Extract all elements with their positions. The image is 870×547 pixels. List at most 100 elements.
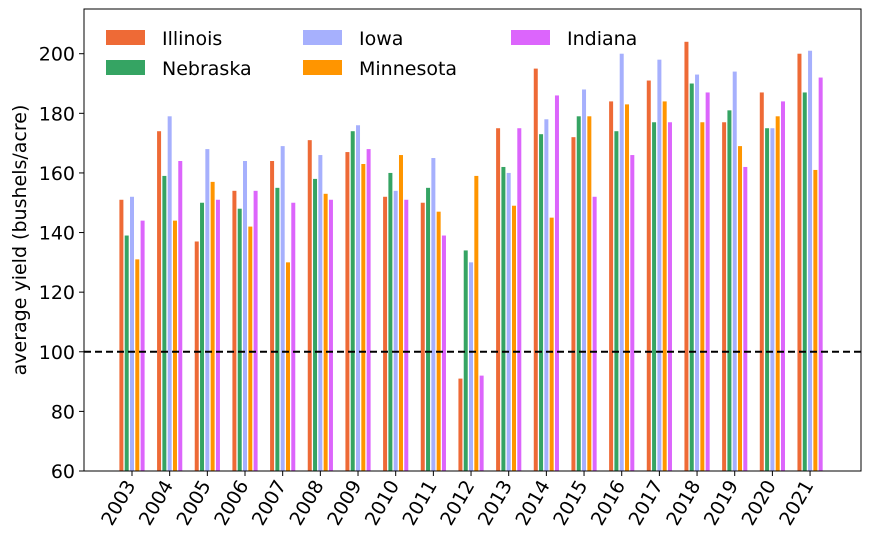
bar xyxy=(426,187,431,471)
bar xyxy=(689,83,694,472)
bar xyxy=(662,101,667,472)
bar xyxy=(813,169,818,471)
legend-item-minnesota: Minnesota xyxy=(303,58,457,80)
bar xyxy=(506,172,511,471)
bar xyxy=(157,131,162,471)
bar xyxy=(313,178,318,471)
bar xyxy=(291,202,296,472)
bar xyxy=(119,199,124,471)
bar xyxy=(383,196,388,471)
bar xyxy=(366,149,371,471)
bar xyxy=(140,220,145,471)
legend-item-iowa: Iowa xyxy=(303,28,403,50)
bar xyxy=(549,217,554,471)
bar xyxy=(243,161,248,471)
bar xyxy=(614,131,619,471)
bar xyxy=(609,101,614,472)
bar xyxy=(818,77,823,472)
legend-item-nebraska: Nebraska xyxy=(106,58,252,80)
bar xyxy=(759,92,764,472)
y-tick-label: 140 xyxy=(39,223,75,245)
bar xyxy=(479,375,484,471)
bar xyxy=(780,101,785,472)
bar xyxy=(215,199,220,471)
bars-layer xyxy=(119,41,823,472)
y-tick-label: 60 xyxy=(51,461,75,483)
bar xyxy=(345,152,350,471)
bar xyxy=(576,116,581,472)
bar xyxy=(237,208,242,471)
legend-item-indiana: Indiana xyxy=(511,28,637,50)
bar xyxy=(232,190,237,471)
bar xyxy=(361,163,366,472)
y-tick-label: 80 xyxy=(51,401,75,423)
bar xyxy=(474,175,479,472)
bar xyxy=(770,128,775,472)
bar xyxy=(275,187,280,471)
bar xyxy=(436,211,441,471)
legend-label: Minnesota xyxy=(359,58,457,80)
legend-label: Nebraska xyxy=(162,58,252,80)
bar xyxy=(587,116,592,472)
bar xyxy=(458,378,463,471)
bar xyxy=(544,119,549,471)
bar xyxy=(253,190,258,471)
bar xyxy=(765,128,770,472)
bar xyxy=(200,202,205,472)
bar xyxy=(463,250,468,471)
y-tick-label: 100 xyxy=(39,342,75,364)
legend: Illinois Nebraska Iowa Minnesota Indiana xyxy=(106,28,637,80)
bar xyxy=(135,259,140,471)
bar xyxy=(501,166,506,471)
bar xyxy=(420,202,425,472)
bar xyxy=(738,146,743,472)
y-axis-label: average yield (bushels/acre) xyxy=(9,105,31,376)
bar xyxy=(178,161,183,471)
bar xyxy=(270,161,275,471)
bar xyxy=(469,262,474,471)
bar xyxy=(210,181,215,471)
plot-frame xyxy=(83,8,862,472)
legend-item-illinois: Illinois xyxy=(106,28,222,50)
y-tick-label: 160 xyxy=(39,163,75,185)
bar xyxy=(571,137,576,472)
y-tick-label: 180 xyxy=(39,103,75,125)
legend-label: Illinois xyxy=(162,28,222,50)
bar xyxy=(592,196,597,471)
series-minnesota xyxy=(135,101,818,472)
bar xyxy=(285,262,290,471)
legend-swatch xyxy=(303,30,342,45)
bar xyxy=(328,199,333,471)
bar xyxy=(124,235,129,471)
y-tick-label: 120 xyxy=(39,282,75,304)
bar xyxy=(398,155,403,472)
bar xyxy=(625,104,630,471)
bar xyxy=(318,155,323,472)
bar xyxy=(554,95,559,471)
bar xyxy=(167,116,172,472)
bar xyxy=(743,166,748,471)
bar xyxy=(700,122,705,471)
bar xyxy=(539,134,544,471)
bar xyxy=(652,122,657,471)
bar xyxy=(350,131,355,471)
legend-swatch xyxy=(303,60,342,75)
bar xyxy=(657,59,662,472)
bar xyxy=(619,53,624,472)
bar xyxy=(205,149,210,471)
bar xyxy=(802,92,807,472)
bar xyxy=(684,41,689,471)
bar xyxy=(512,205,516,471)
bar xyxy=(393,190,398,471)
bar xyxy=(667,122,672,471)
bar xyxy=(727,110,732,471)
bar xyxy=(280,146,285,472)
bar xyxy=(194,241,199,471)
series-indiana xyxy=(140,77,823,472)
bar xyxy=(431,158,436,471)
bar xyxy=(248,226,253,471)
bar xyxy=(441,235,446,471)
bar xyxy=(630,155,635,472)
